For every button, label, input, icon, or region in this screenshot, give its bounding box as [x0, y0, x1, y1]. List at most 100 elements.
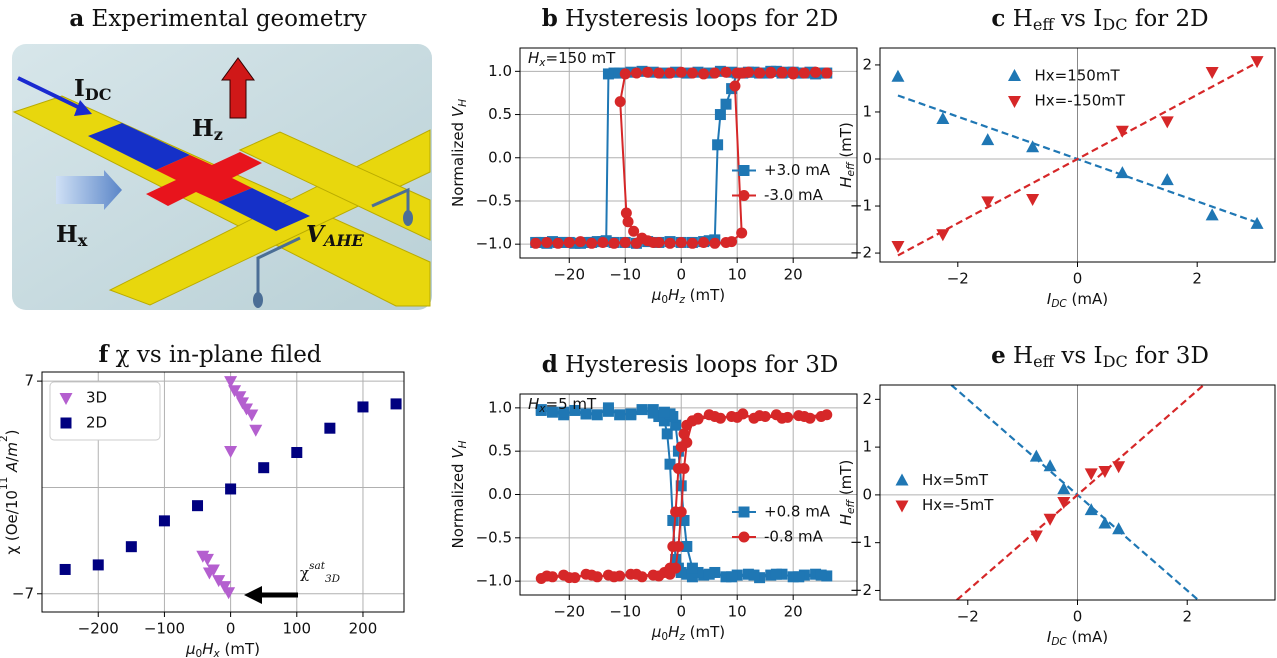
marker	[798, 411, 810, 423]
marker	[1098, 516, 1112, 529]
y-tick-label: 7	[24, 372, 34, 390]
marker	[586, 569, 598, 581]
strip	[238, 131, 431, 241]
marker	[678, 428, 690, 440]
marker	[821, 67, 833, 79]
text-segment: eff	[845, 161, 857, 176]
text-segment: I	[74, 75, 85, 102]
marker	[698, 236, 710, 248]
marker	[653, 411, 665, 423]
marker	[614, 409, 626, 421]
text-segment: Normalized	[449, 117, 467, 207]
marker	[776, 67, 788, 79]
marker	[622, 216, 634, 228]
text-segment: vs I	[1054, 6, 1103, 32]
text-segment: (mT)	[685, 286, 725, 304]
voltage-label: VAHE	[306, 221, 365, 250]
marker	[686, 562, 698, 574]
marker	[821, 570, 833, 582]
text-segment: x	[78, 231, 88, 250]
legend-label: +3.0 mA	[764, 161, 831, 179]
marker	[672, 540, 684, 552]
marker	[535, 404, 547, 416]
plot-frame	[519, 47, 858, 259]
text-segment: =150 mT	[546, 49, 617, 67]
text-segment: μ	[651, 623, 662, 641]
x-axis-label: μ0Hx (mT)	[185, 640, 260, 658]
text-segment: DC	[1102, 15, 1127, 34]
marker	[222, 587, 236, 600]
marker	[765, 66, 777, 78]
marker	[625, 66, 637, 78]
marker	[729, 80, 741, 92]
marker	[324, 422, 336, 434]
text-segment: (mT)	[685, 623, 725, 641]
marker	[895, 500, 909, 513]
marker	[670, 553, 682, 565]
x-axis-label: IDC (mA)	[1047, 290, 1108, 311]
text-segment: z	[678, 294, 685, 306]
marker	[574, 236, 586, 248]
y-tick-label: 0.0	[488, 148, 512, 166]
channel	[218, 188, 310, 231]
y-tick-label: 0	[862, 149, 872, 167]
text-segment: H	[202, 640, 213, 658]
marker	[602, 68, 614, 80]
y-tick-label: 2	[862, 55, 872, 73]
x-tick-label: 0	[676, 603, 686, 621]
marker	[390, 398, 402, 410]
text-segment: χ	[300, 564, 309, 582]
y-tick-label: 0.5	[488, 105, 512, 123]
marker	[1026, 193, 1040, 206]
marker	[664, 237, 676, 249]
x-tick-label: 2	[1192, 270, 1202, 288]
chart: −200 −100 0 100 200 −7 7 3D 2D f χ vs in-plane fi…	[0, 341, 405, 658]
text-segment: 0	[661, 631, 668, 643]
x-tick-label: 100	[282, 620, 311, 638]
marker	[714, 109, 726, 121]
legend-label: Hx=150mT	[1035, 67, 1121, 85]
marker	[608, 67, 620, 79]
marker	[647, 404, 659, 416]
marker	[1160, 173, 1174, 186]
x-tick-label: 20	[784, 266, 803, 284]
text-segment: z	[214, 125, 223, 144]
text-segment: b	[542, 5, 558, 32]
chart-title: c Heff vs IDC for 2D	[991, 5, 1208, 34]
marker	[798, 569, 810, 581]
marker	[810, 568, 822, 580]
marker	[787, 571, 799, 583]
hz-arrow	[221, 57, 255, 119]
y-axis-label: Heff (mT)	[837, 460, 858, 526]
marker	[720, 98, 732, 110]
y-tick-label: −1.0	[476, 235, 512, 253]
marker	[1250, 216, 1264, 229]
panel-title: a Experimental geometry	[69, 5, 366, 32]
marker	[675, 66, 687, 78]
marker	[1205, 66, 1219, 79]
text-segment: V	[449, 105, 467, 117]
marker	[630, 568, 642, 580]
marker	[664, 458, 676, 470]
marker	[1115, 166, 1129, 179]
annotation: Hx=150 mT	[528, 49, 616, 70]
text-segment: x	[538, 403, 546, 415]
marker	[530, 237, 542, 249]
marker	[1205, 208, 1219, 221]
marker	[754, 67, 766, 79]
text-segment: Experimental geometry	[84, 6, 366, 32]
y-tick-label: 1.0	[488, 398, 512, 416]
marker	[1112, 522, 1126, 535]
marker	[233, 391, 247, 404]
marker	[1084, 468, 1098, 481]
y-tick-label: −1	[850, 197, 872, 215]
probe-tip	[403, 210, 413, 226]
text-segment: f	[98, 341, 110, 368]
marker	[815, 569, 827, 581]
plot-frame	[879, 47, 1276, 263]
panel-a	[12, 44, 432, 310]
marker	[92, 559, 104, 571]
x-axis-label: IDC (mA)	[1047, 628, 1108, 649]
marker	[891, 69, 905, 82]
marker	[1026, 140, 1040, 153]
